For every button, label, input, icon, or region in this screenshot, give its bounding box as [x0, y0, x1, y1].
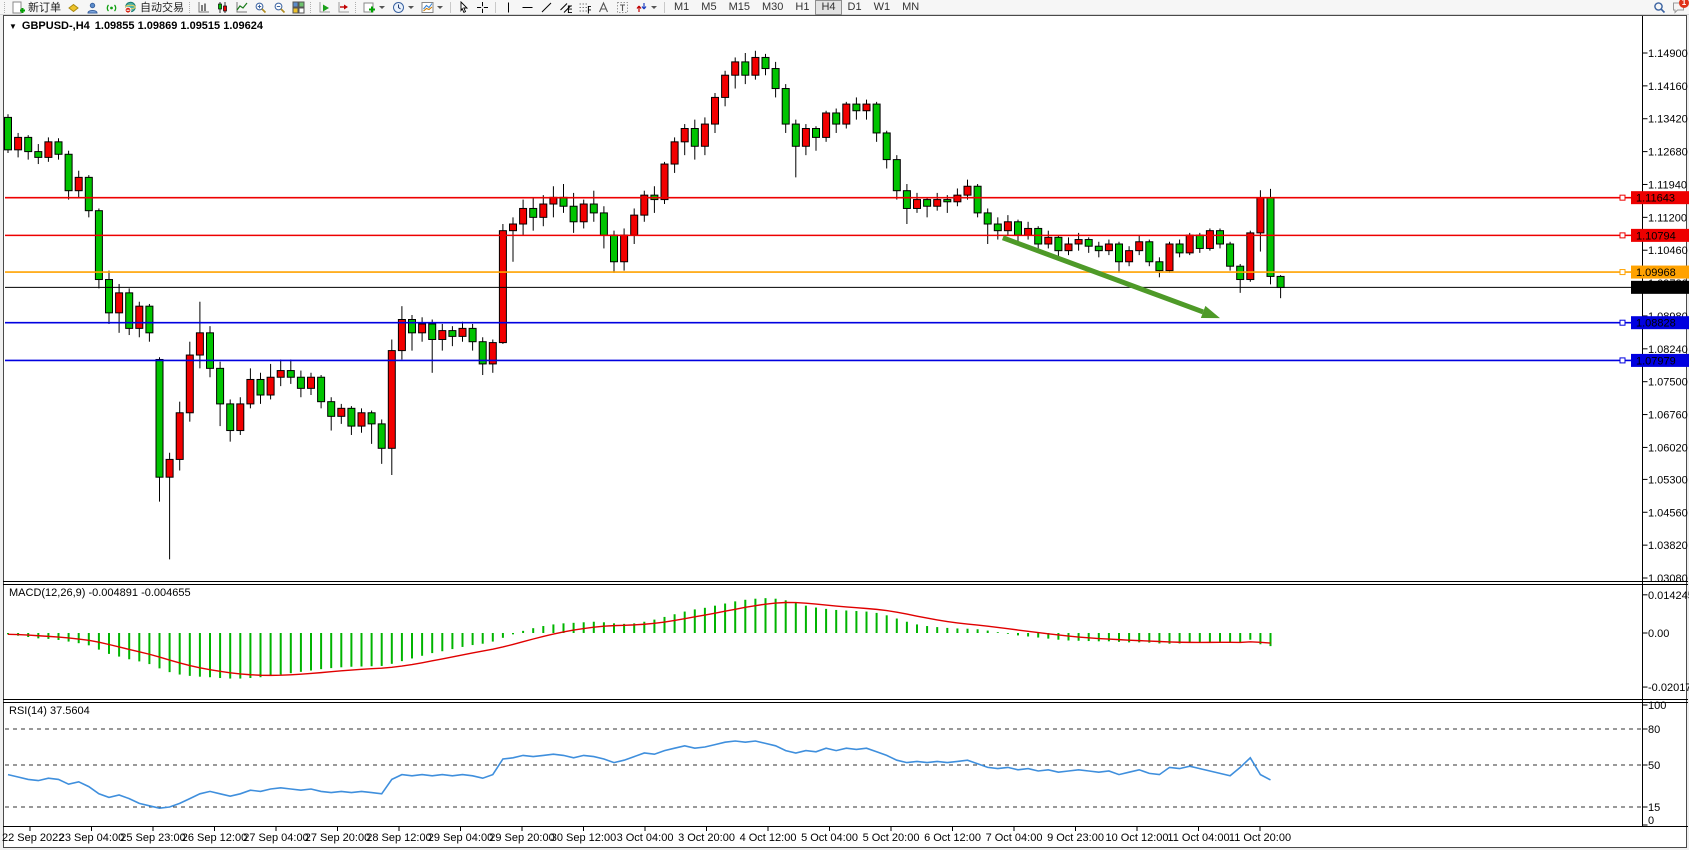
chart-title: ▼ GBPUSD-,H4 1.09855 1.09869 1.09515 1.0… — [9, 20, 263, 32]
chart-symbol-period: GBPUSD-,H4 — [21, 20, 90, 32]
zoom-out-icon — [274, 2, 286, 13]
toolbar-grip — [4, 1, 7, 13]
bar-chart-icon — [198, 1, 209, 12]
arrows-dropdown-icon[interactable] — [651, 6, 657, 12]
auto-trading-button[interactable]: 自动交易 — [121, 1, 187, 14]
svg-text:E: E — [567, 4, 572, 14]
timeframe-h4[interactable]: H4 — [815, 0, 842, 15]
profile-button[interactable] — [83, 1, 102, 14]
candlestick-chart-icon — [218, 1, 227, 13]
crosshair-button[interactable] — [473, 1, 492, 14]
rsi-indicator-label: RSI(14) 37.5604 — [9, 705, 90, 717]
chart-shift-icon — [338, 1, 349, 12]
text-label-button[interactable] — [613, 1, 632, 14]
svg-text:F: F — [587, 4, 591, 14]
timeframe-h1[interactable]: H1 — [795, 0, 810, 13]
fibonacci-icon: F — [579, 3, 591, 14]
macd-indicator-label: MACD(12,26,9) -0.004891 -0.004655 — [9, 587, 191, 599]
cursor-button[interactable] — [454, 0, 473, 14]
chart-menu-icon[interactable]: ▼ — [9, 21, 17, 31]
auto-scroll-icon — [319, 1, 330, 12]
equidistant-channel-icon: E — [560, 2, 572, 14]
fibonacci-button[interactable]: F — [575, 1, 594, 14]
zoom-out-button[interactable] — [270, 1, 289, 14]
timeframe-m5[interactable]: M5 — [701, 0, 717, 13]
periods-button[interactable] — [389, 1, 418, 14]
bar-chart-button[interactable] — [194, 1, 213, 14]
main-toolbar: 新订单 自动交易 — [0, 0, 1689, 15]
line-chart-icon — [236, 1, 248, 12]
templates-dropdown-icon[interactable] — [437, 6, 443, 12]
horizontal-line-button[interactable] — [518, 1, 537, 14]
tile-windows-button[interactable] — [289, 1, 308, 14]
timeframe-m30[interactable]: M30 — [761, 0, 784, 13]
toolbar-separator — [495, 1, 496, 13]
toolbar-grip — [189, 1, 192, 13]
timeframe-m15[interactable]: M15 — [728, 0, 750, 13]
arrows-icon — [636, 2, 647, 12]
toolbar-grip — [310, 1, 313, 13]
cursor-icon — [460, 0, 469, 13]
auto-scroll-button[interactable] — [315, 1, 334, 14]
horizontal-line-icon — [522, 6, 533, 8]
new-order-icon — [12, 1, 25, 13]
candlestick-chart-button[interactable] — [213, 1, 232, 14]
notification-badge: 1 — [1679, 0, 1689, 8]
signal-button[interactable] — [102, 1, 121, 14]
templates-icon — [421, 1, 434, 13]
signal-icon — [106, 4, 117, 11]
timeframe-d1[interactable]: D1 — [847, 0, 862, 13]
toolbar-separator — [450, 1, 451, 13]
toolbar-separator — [664, 1, 665, 13]
tile-windows-icon — [292, 1, 305, 13]
chat-button[interactable]: 1 — [1672, 0, 1689, 14]
equidistant-channel-button[interactable]: E — [556, 1, 575, 14]
auto-trading-label: 自动交易 — [140, 2, 184, 14]
trendline-button[interactable] — [537, 1, 556, 14]
search-icon[interactable] — [1653, 1, 1666, 14]
zoom-in-icon — [255, 2, 267, 13]
new-order-label: 新订单 — [28, 2, 61, 14]
history-center-icon — [68, 3, 79, 12]
history-center-button[interactable] — [64, 1, 83, 14]
chart-ohlc-values: 1.09855 1.09869 1.09515 1.09624 — [94, 20, 263, 32]
vertical-line-icon — [508, 2, 509, 12]
toolbar-grip — [355, 1, 358, 13]
line-chart-button[interactable] — [232, 1, 251, 14]
auto-trading-icon — [124, 1, 136, 14]
new-order-button[interactable]: 新订单 — [9, 1, 64, 14]
indicators-icon — [363, 2, 375, 12]
zoom-in-button[interactable] — [251, 1, 270, 14]
timeframe-m1[interactable]: M1 — [674, 0, 690, 13]
periods-icon — [393, 1, 404, 13]
chart-shift-button[interactable] — [334, 1, 353, 14]
vertical-line-button[interactable] — [499, 1, 518, 14]
timeframe-w1[interactable]: W1 — [873, 0, 891, 13]
timeframe-mn[interactable]: MN — [902, 0, 920, 13]
crosshair-icon — [477, 1, 488, 13]
periods-dropdown-icon[interactable] — [408, 6, 414, 12]
chart-window — [3, 15, 1687, 848]
arrows-button[interactable] — [632, 1, 661, 14]
templates-button[interactable] — [418, 1, 447, 14]
text-icon — [598, 1, 609, 12]
indicators-dropdown-icon[interactable] — [379, 6, 385, 12]
trendline-icon — [541, 2, 552, 12]
text-label-icon — [617, 1, 628, 13]
indicators-button[interactable] — [360, 1, 389, 14]
text-button[interactable] — [594, 1, 613, 14]
profile-icon — [87, 2, 98, 13]
